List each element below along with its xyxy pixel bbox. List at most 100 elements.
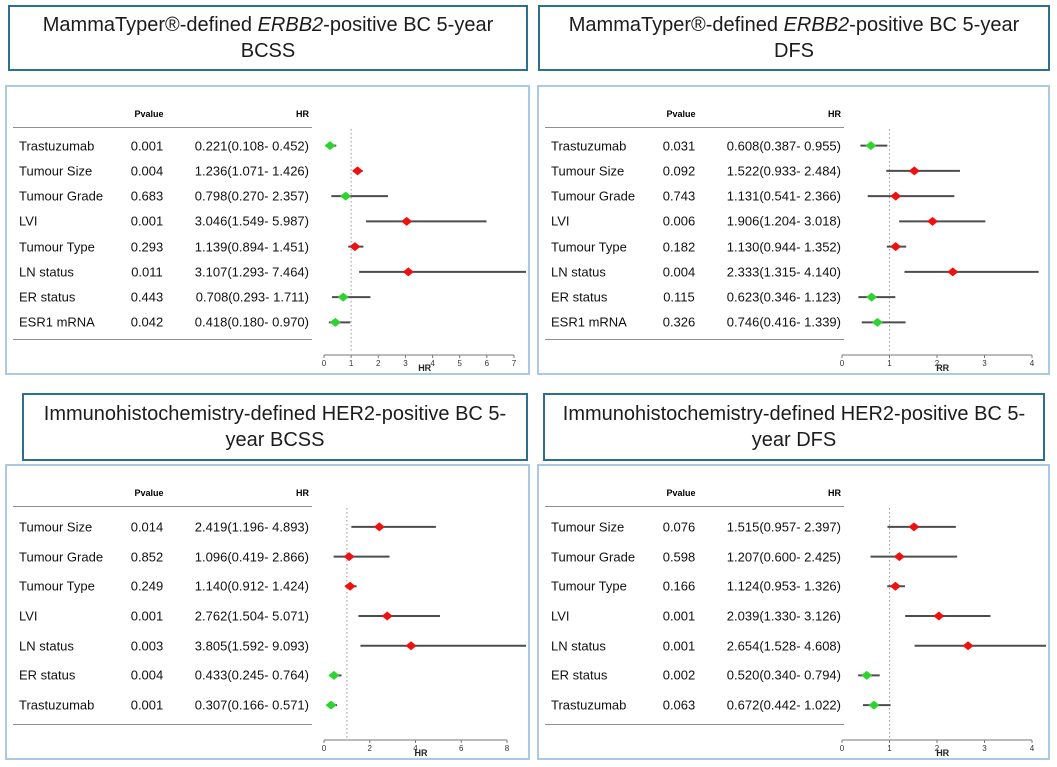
bottom-divider-line (13, 339, 312, 340)
hr-diamond-marker (373, 522, 385, 532)
column-header-pvalue: Pvalue (666, 109, 696, 119)
forest-row-label: Tumour Type (19, 578, 95, 594)
forest-row-pvalue: 0.063 (662, 697, 696, 713)
x-axis-tick-label: 3 (982, 359, 987, 368)
x-axis-tick-label: 4 (413, 744, 418, 753)
hr-diamond-marker (349, 242, 361, 252)
hr-diamond-marker (865, 141, 877, 151)
forest-row-label: Trastuzumab (551, 138, 627, 154)
x-axis-label: HR (418, 363, 431, 373)
panel-title-box: MammaTyper®-defined ERBB2-positive BC 5-… (8, 5, 528, 71)
column-header-hr: HR (296, 109, 309, 119)
forest-plot-canvas: 0 1 2 3 4 HR (840, 508, 1046, 758)
forest-row-label: Tumour Grade (19, 549, 104, 565)
hr-diamond-marker (381, 611, 393, 621)
hr-diamond-marker (343, 552, 355, 562)
forest-row-label: LN status (19, 638, 74, 654)
forest-row-hr-ci: 2.654(1.528- 4.608) (726, 638, 841, 654)
forest-row-hr-ci: 1.906(1.204- 3.018) (726, 213, 841, 229)
hr-diamond-marker (340, 191, 352, 201)
forest-row-hr-ci: 1.124(0.953- 1.326) (726, 578, 841, 594)
hr-diamond-marker (352, 166, 364, 176)
forest-row-label: Tumour Type (551, 578, 627, 594)
forest-row-pvalue: 0.001 (662, 608, 696, 624)
hr-diamond-marker (962, 641, 974, 651)
forest-row-pvalue: 0.001 (130, 697, 164, 713)
forest-row-hr-ci: 0.623(0.346- 1.123) (726, 289, 841, 305)
forest-row-pvalue: 0.001 (130, 138, 164, 154)
forest-row-pvalue: 0.004 (662, 264, 696, 280)
x-axis-tick-label: 5 (457, 359, 462, 368)
bottom-divider-line (13, 724, 312, 725)
hr-diamond-marker (328, 670, 340, 680)
forest-row-pvalue: 0.598 (662, 549, 696, 565)
hr-diamond-marker (868, 700, 880, 710)
forest-row-label: ER status (551, 289, 608, 305)
forest-row-label: ESR1 mRNA (551, 314, 627, 330)
x-axis-tick-label: 4 (430, 359, 435, 368)
bottom-divider-line (545, 339, 844, 340)
forest-row-label: LN status (551, 638, 606, 654)
panel-title-box: MammaTyper®-defined ERBB2-positive BC 5-… (538, 5, 1050, 71)
panel-title: MammaTyper®-defined ERBB2-positive BC 5-… (18, 12, 518, 65)
hr-diamond-marker (325, 700, 337, 710)
forest-row-hr-ci: 2.333(1.315- 4.140) (726, 264, 841, 280)
x-axis-label: HR (414, 748, 427, 758)
panel-title-segment: -positive BC 5-year DFS (774, 13, 1020, 62)
forest-plot-canvas: 0 1 2 3 4 RR (840, 129, 1039, 373)
forest-row-pvalue: 0.683 (130, 188, 164, 204)
x-axis-tick-label: 0 (840, 744, 845, 753)
forest-row-label: Tumour Grade (551, 188, 636, 204)
forest-row-pvalue: 0.249 (130, 578, 164, 594)
forest-row-pvalue: 0.006 (662, 213, 696, 229)
forest-row-label: LVI (19, 213, 38, 229)
x-axis-tick-label: 2 (935, 359, 940, 368)
forest-row-pvalue: 0.002 (662, 667, 696, 683)
header-divider-line (545, 506, 844, 507)
column-header-hr: HR (828, 488, 841, 498)
forest-row-hr-ci: 0.307(0.166- 0.571) (194, 697, 309, 713)
x-axis-tick-label: 1 (887, 744, 892, 753)
hr-diamond-marker (402, 267, 414, 277)
column-header-pvalue: Pvalue (134, 109, 164, 119)
hr-diamond-marker (890, 242, 902, 252)
x-axis-label: HR (936, 748, 949, 758)
forest-row-hr-ci: 1.139(0.894- 1.451) (194, 239, 309, 255)
forest-row-hr-ci: 0.221(0.108- 0.452) (194, 138, 309, 154)
forest-row-pvalue: 0.004 (130, 667, 164, 683)
forest-row-pvalue: 0.001 (130, 608, 164, 624)
forest-row-label: Trastuzumab (19, 697, 95, 713)
forest-row-label: LVI (19, 608, 38, 624)
column-header-hr: HR (828, 109, 841, 119)
x-axis-tick-label: 2 (935, 744, 940, 753)
forest-row-pvalue: 0.293 (130, 239, 164, 255)
panel-title-segment: ERBB2 (783, 13, 850, 36)
forest-row-hr-ci: 0.520(0.340- 0.794) (726, 667, 841, 683)
panel-title-segment: Immunohistochemistry-defined HER2-positi… (562, 402, 1026, 451)
panel-title: MammaTyper®-defined ERBB2-positive BC 5-… (548, 12, 1040, 65)
forest-plot-panel: Pvalue HR 0 1 2 3 4 RR Trastuzumab 0.031 0.608(… (537, 85, 1050, 375)
forest-row-pvalue: 0.076 (662, 519, 696, 535)
hr-diamond-marker (933, 611, 945, 621)
x-axis-tick-label: 0 (322, 359, 327, 368)
panel-title-segment: -positive BC 5-year BCSS (240, 13, 494, 62)
x-axis-tick-label: 4 (1030, 744, 1035, 753)
forest-row-label: ESR1 mRNA (19, 314, 95, 330)
forest-row-label: Trastuzumab (551, 697, 627, 713)
x-axis-tick-label: 0 (840, 359, 845, 368)
panel-title-segment: ERBB2 (257, 13, 324, 36)
column-header-hr: HR (296, 488, 309, 498)
forest-row-hr-ci: 0.798(0.270- 2.357) (194, 188, 309, 204)
forest-row-label: LN status (19, 264, 74, 280)
x-axis-tick-label: 2 (368, 744, 373, 753)
bottom-divider-line (545, 724, 844, 725)
forest-row-label: LN status (551, 264, 606, 280)
forest-row-label: LVI (551, 608, 570, 624)
forest-row-hr-ci: 0.746(0.416- 1.339) (726, 314, 841, 330)
forest-plot-panel: Pvalue HR 0 1 2 3 4 5 6 7 HR Trastuzumab 0.001 0.2… (5, 85, 530, 375)
forest-row-hr-ci: 2.762(1.504- 5.071) (194, 608, 309, 624)
forest-row-pvalue: 0.182 (662, 239, 696, 255)
forest-row-pvalue: 0.014 (130, 519, 164, 535)
header-divider-line (13, 506, 312, 507)
